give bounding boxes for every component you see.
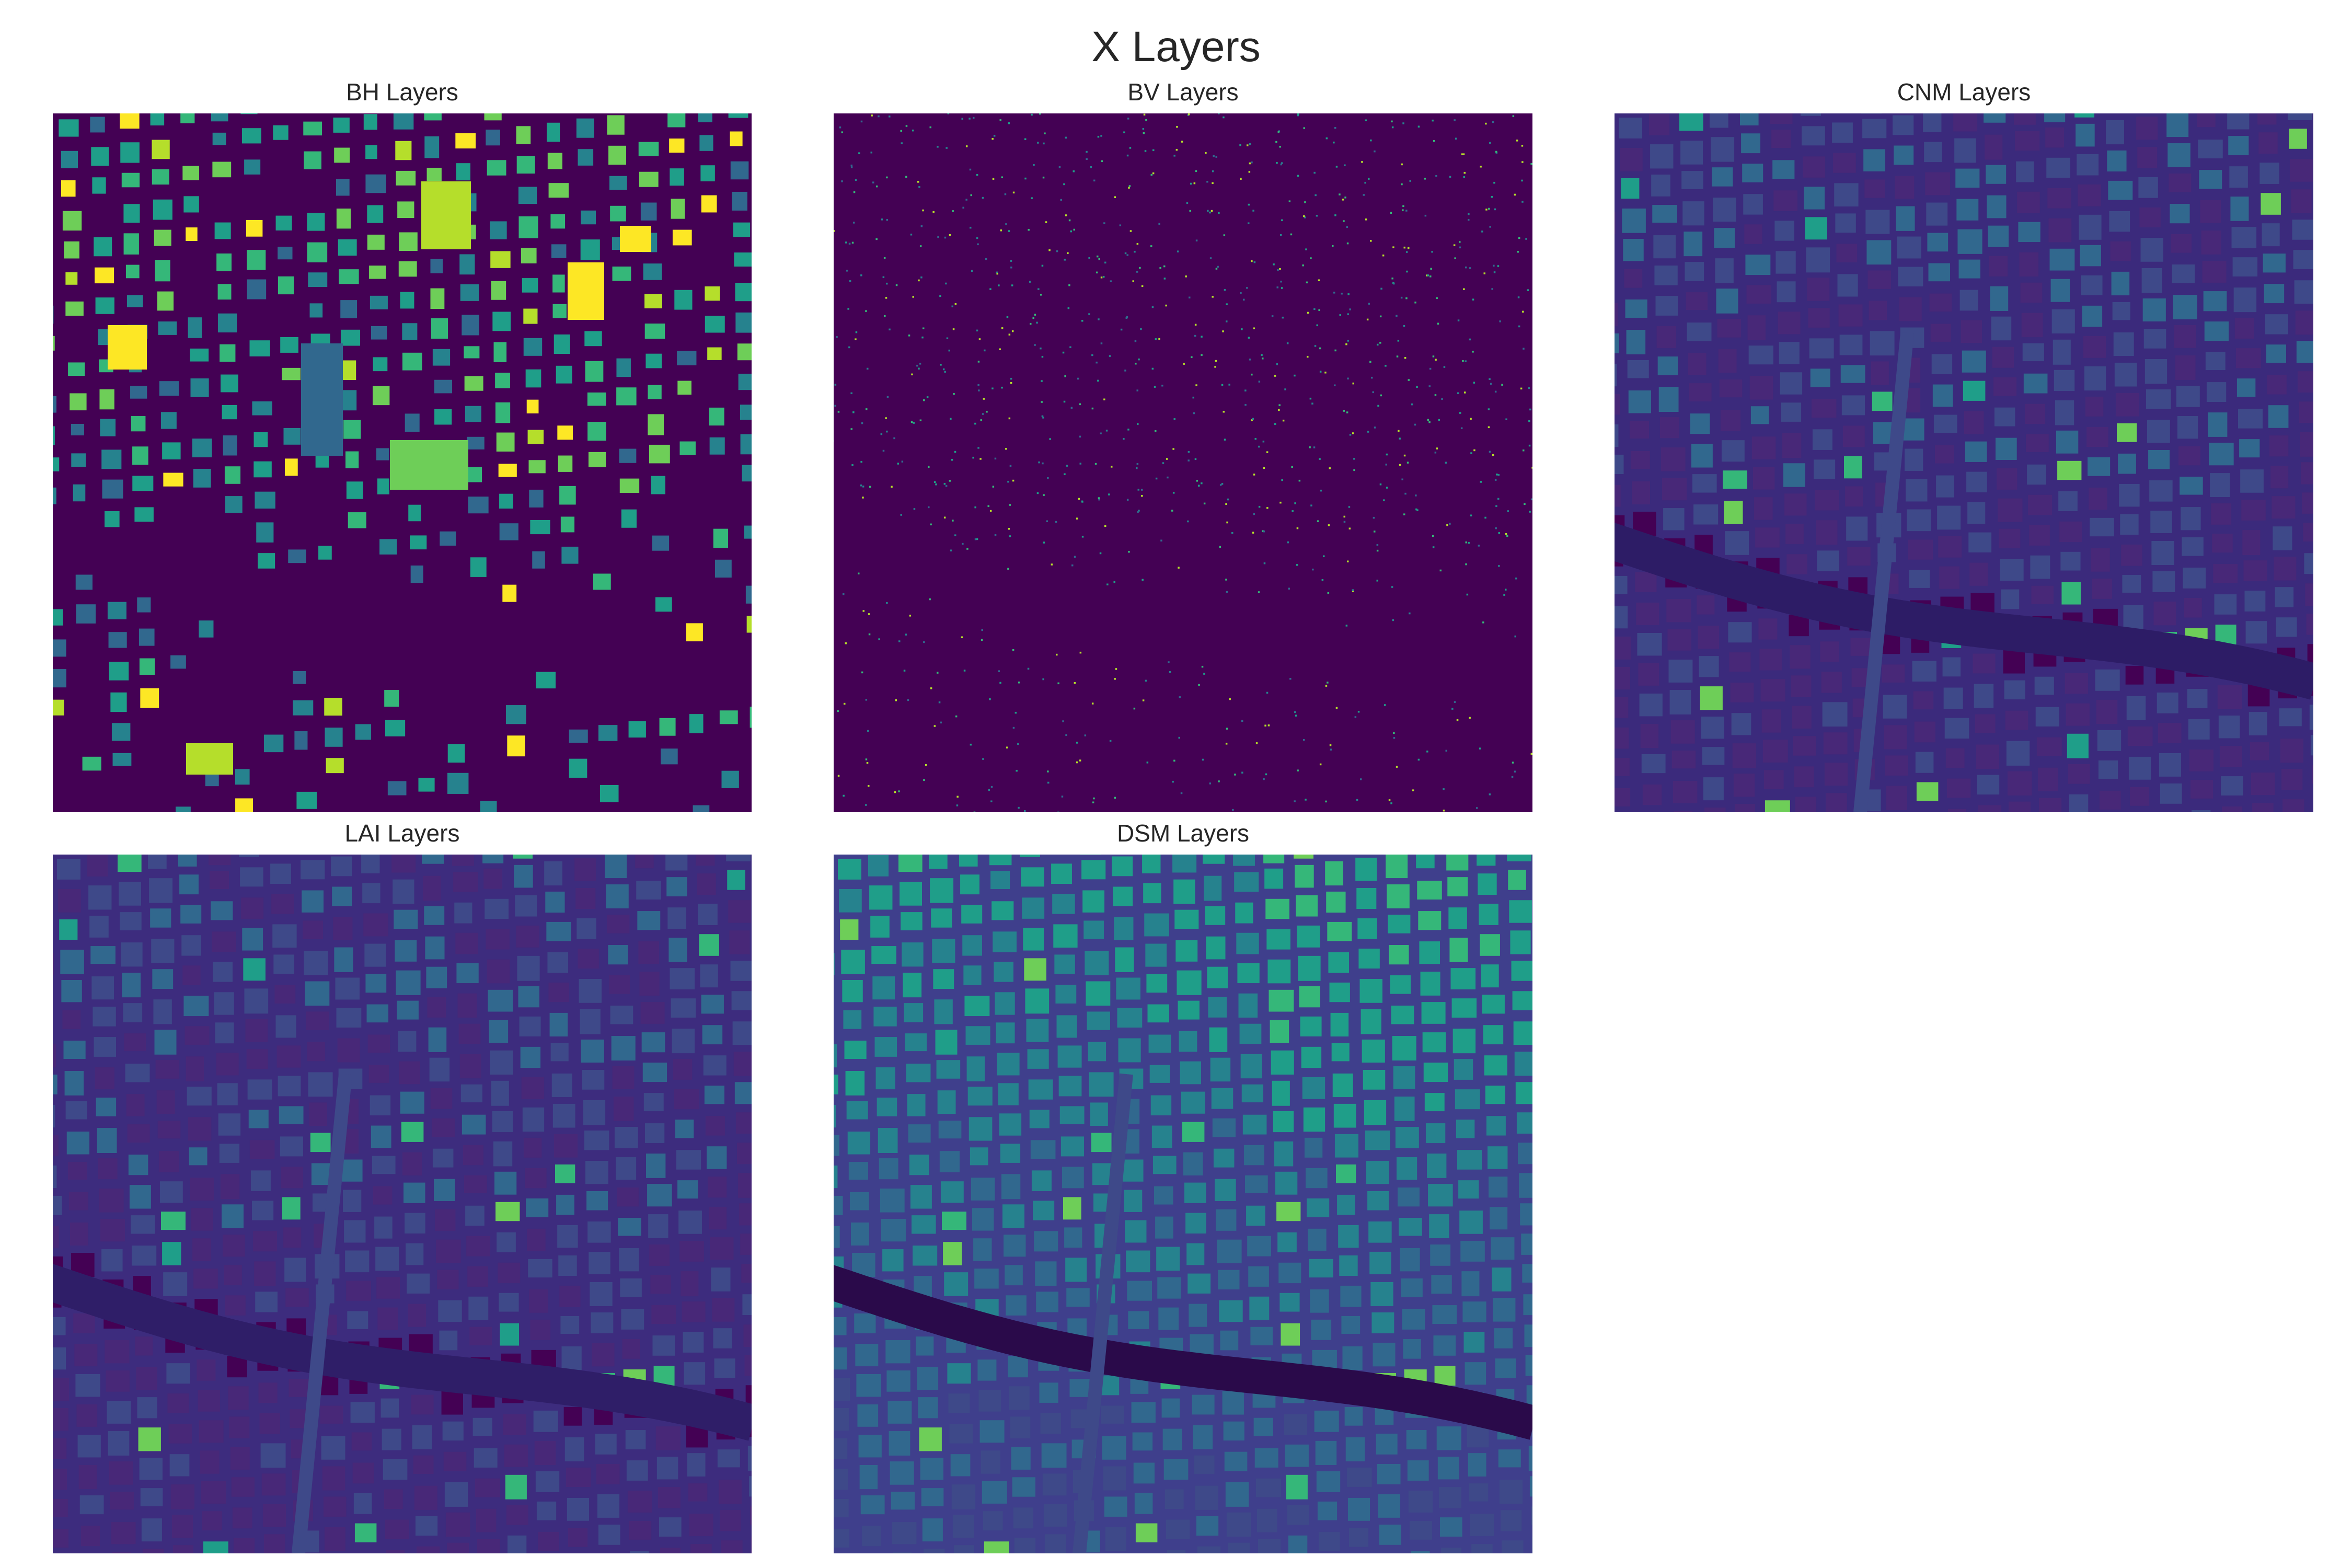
panel-title-bv: BV Layers <box>1127 78 1239 106</box>
lai-raster <box>53 855 752 1553</box>
cnm-layer-image <box>1615 113 2313 812</box>
dsm-layer-image <box>834 855 1532 1553</box>
bh-raster <box>53 113 752 812</box>
panel-title-lai: LAI Layers <box>344 820 460 847</box>
bh-layer-image <box>53 113 752 812</box>
dsm-raster <box>834 855 1532 1553</box>
panel-title-bh: BH Layers <box>346 78 458 106</box>
cnm-raster <box>1615 113 2313 812</box>
panel-title-dsm: DSM Layers <box>1116 820 1250 847</box>
bv-raster <box>834 113 1532 812</box>
panel-title-cnm: CNM Layers <box>1897 78 2031 106</box>
bv-layer-image <box>834 113 1532 812</box>
lai-layer-image <box>53 855 752 1553</box>
figure-title: X Layers <box>1091 23 1261 71</box>
